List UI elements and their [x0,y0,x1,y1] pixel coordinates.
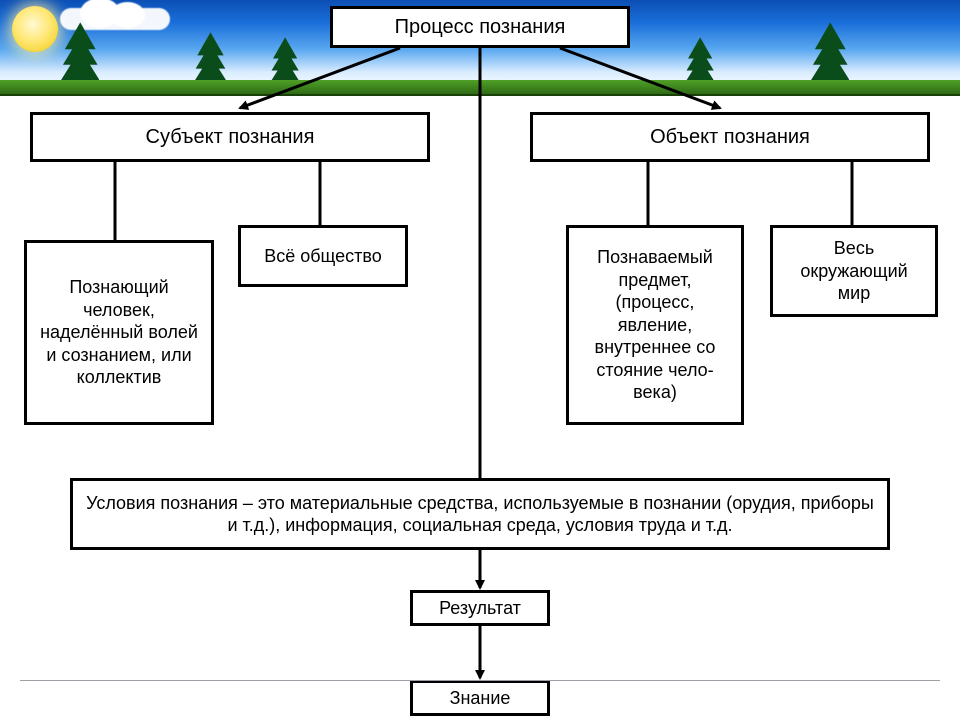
node-object-detail-b: Весь окружающий мир [770,225,938,317]
node-subject: Субъект познания [30,112,430,162]
node-conditions: Условия познания – это материальные сред… [70,478,890,550]
node-root: Процесс познания [330,6,630,48]
node-object-detail-a: Познаваемый предмет, (процесс, явление, … [566,225,744,425]
grass-strip [0,80,960,96]
node-subject-detail-a: Познающий человек, наделённый волей и со… [24,240,214,425]
node-subject-detail-b: Всё общество [238,225,408,287]
node-result: Результат [410,590,550,626]
footer-divider [20,680,940,681]
node-knowledge: Знание [410,680,550,716]
sun-icon [12,6,58,52]
node-object: Объект познания [530,112,930,162]
